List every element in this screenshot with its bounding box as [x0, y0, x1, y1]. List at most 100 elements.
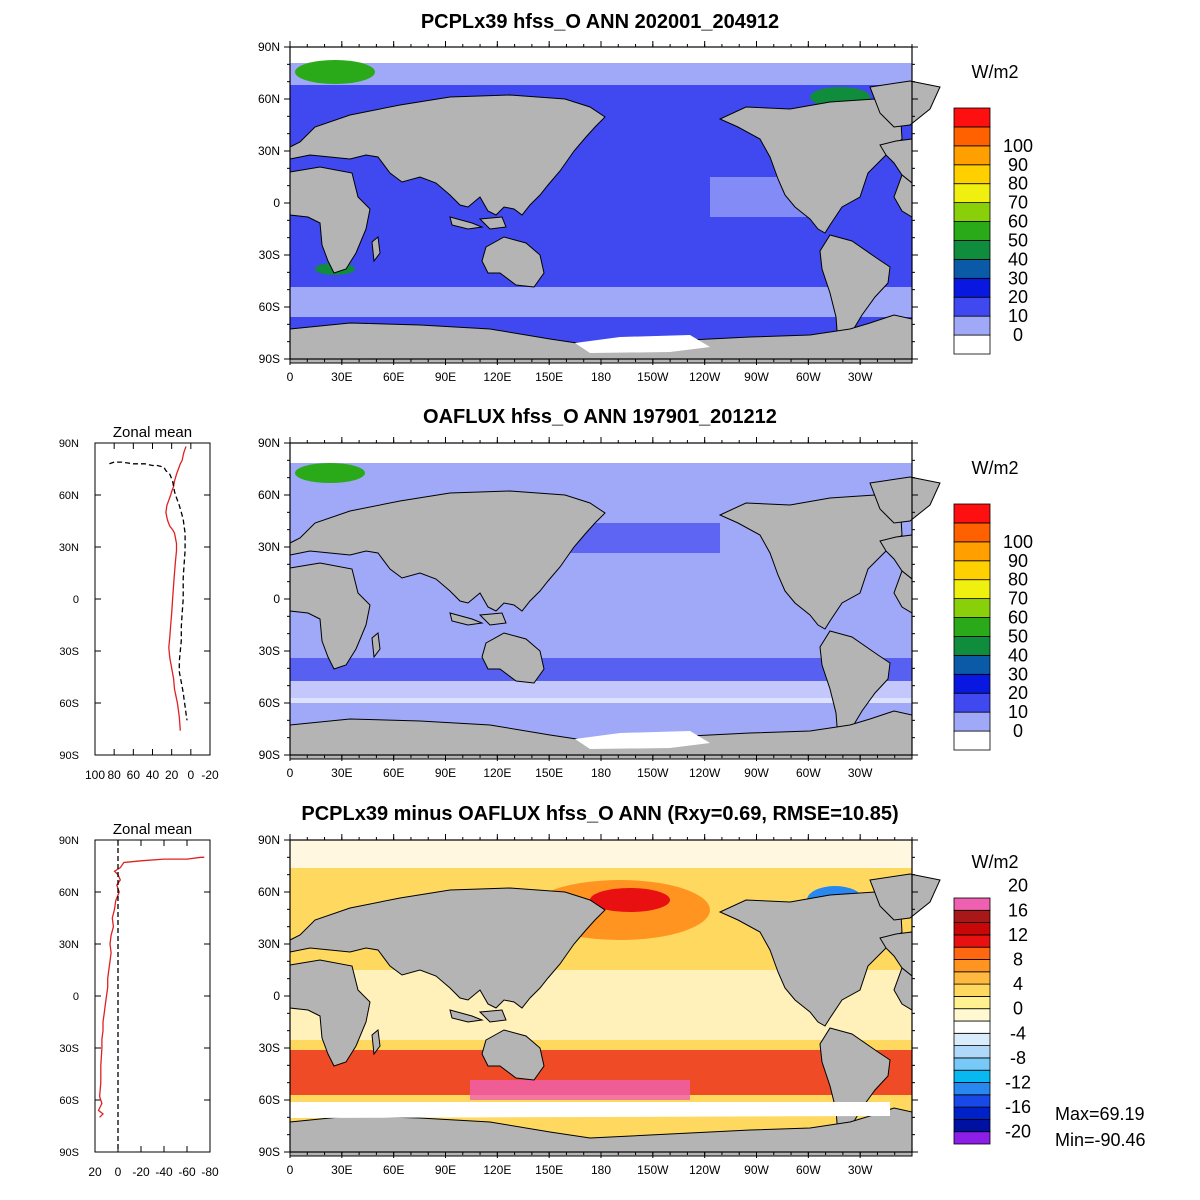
colorbar-box — [953, 1069, 991, 1083]
zonal-x-label: -60 — [178, 1165, 196, 1179]
colorbar-label: -12 — [1005, 1073, 1031, 1093]
lon-tick-label: 30E — [331, 1163, 352, 1177]
southern-band — [290, 287, 912, 317]
colorbar-box — [953, 996, 991, 1010]
lon-tick-label: 30E — [331, 766, 352, 780]
colorbar-box — [953, 296, 991, 317]
barents-hotspot — [295, 60, 375, 84]
lat-tick-label: 90S — [259, 1145, 280, 1159]
zonal-mean-frame — [94, 442, 211, 756]
lon-tick-label: 0 — [287, 1163, 294, 1177]
map-plot — [289, 839, 941, 1157]
zonal-x-label: 20 — [88, 1165, 102, 1179]
lon-tick-label: 30W — [848, 766, 873, 780]
colorbar-box — [953, 258, 991, 279]
colorbar-label: 60 — [1008, 608, 1028, 628]
colorbar-label: -16 — [1005, 1097, 1031, 1117]
polar-band — [290, 47, 912, 67]
colorbar-box — [953, 636, 991, 656]
lon-tick-label: 150W — [637, 370, 669, 384]
antarctic-ice — [575, 731, 710, 749]
antarctic-ice — [575, 335, 710, 353]
colorbar-label: 40 — [1008, 249, 1028, 269]
colorbar-box — [953, 946, 991, 960]
lon-tick-label: 150E — [535, 766, 563, 780]
colorbar-label: 20 — [1008, 683, 1028, 703]
zonal-lat-label: 90S — [59, 750, 79, 762]
zonal-x-label: 0 — [187, 768, 194, 782]
zonal-lat-label: 30S — [59, 1043, 79, 1055]
zonal-x-label: 40 — [146, 768, 160, 782]
zonal-mean-title: Zonal mean — [113, 424, 192, 441]
lon-tick-label: 0 — [287, 370, 294, 384]
lon-tick-label: 90E — [435, 370, 456, 384]
colorbar-box — [953, 522, 991, 543]
stat-max: Max=69.19 — [1055, 1104, 1145, 1124]
colorbar-box — [953, 922, 991, 936]
zonal-mean-line — [97, 856, 205, 1118]
colorbar-box — [953, 617, 991, 637]
colorbar-box — [953, 541, 991, 562]
colorbar-box — [953, 1032, 991, 1047]
colorbar-label: 10 — [1008, 306, 1028, 326]
colorbar-box — [953, 1020, 991, 1034]
colorbar-label: 100 — [1003, 136, 1033, 156]
zonal-lat-label: 90N — [59, 835, 79, 847]
colorbar-label: -8 — [1010, 1048, 1026, 1068]
colorbar-box — [953, 983, 991, 997]
colorbar-box — [953, 579, 991, 600]
barents-hotspot — [295, 463, 365, 483]
colorbar-box — [953, 673, 991, 694]
zonal-mean-line — [109, 461, 188, 721]
lat-tick-label: 60N — [258, 488, 280, 502]
colorbar-label: 20 — [1008, 876, 1028, 896]
colorbar-box — [953, 1106, 991, 1120]
colorbar-label: 70 — [1008, 193, 1028, 213]
zonal-lat-label: 60N — [59, 490, 79, 502]
colorbar-label: 0 — [1013, 999, 1023, 1019]
zonal-x-label: 20 — [165, 768, 179, 782]
lat-tick-label: 90N — [258, 833, 280, 847]
colorbar-box — [953, 1131, 991, 1145]
colorbar-box — [953, 897, 991, 911]
colorbar-box — [953, 145, 991, 166]
north-pacific-red — [590, 888, 670, 912]
lon-tick-label: 120E — [483, 766, 511, 780]
lon-tick-label: 30W — [848, 370, 873, 384]
colorbar-label: 4 — [1013, 974, 1023, 994]
units-label: W/m2 — [972, 852, 1019, 872]
lat-tick-label: 60S — [259, 696, 280, 710]
lon-tick-label: 60E — [383, 1163, 404, 1177]
zonal-lat-label: 90S — [59, 1147, 79, 1159]
zonal-x-label: 0 — [115, 1165, 122, 1179]
colorbar-label: 90 — [1008, 551, 1028, 571]
colorbar-box — [953, 107, 991, 128]
panel-title: PCPLx39 minus OAFLUX hfss_O ANN (Rxy=0.6… — [301, 803, 898, 825]
colorbar-box — [953, 1082, 991, 1096]
southern-white — [290, 681, 912, 703]
lon-tick-label: 120E — [483, 370, 511, 384]
colorbar-box — [953, 202, 991, 222]
lon-tick-label: 60W — [796, 370, 821, 384]
panel-title: PCPLx39 hfss_O ANN 202001_204912 — [421, 11, 779, 33]
colorbar-label: 90 — [1008, 155, 1028, 175]
polar-band — [290, 443, 912, 463]
colorbar-label: 70 — [1008, 589, 1028, 609]
lat-tick-label: 30N — [258, 937, 280, 951]
panel-diff: PCPLx39 minus OAFLUX hfss_O ANN (Rxy=0.6… — [289, 803, 941, 1157]
colorbar-box — [953, 909, 991, 923]
lat-tick-label: 90N — [258, 40, 280, 54]
lon-tick-label: 60E — [383, 370, 404, 384]
colorbar-box — [953, 277, 991, 298]
lat-tick-label: 30S — [259, 1041, 280, 1055]
colorbar-box — [953, 1057, 991, 1071]
colorbar-label: 40 — [1008, 645, 1028, 665]
lon-tick-label: 90E — [435, 1163, 456, 1177]
colorbar-box — [953, 164, 991, 185]
colorbar-box — [953, 654, 991, 675]
colorbar-box — [953, 560, 991, 581]
lon-tick-label: 120E — [483, 1163, 511, 1177]
colorbar-box — [953, 126, 991, 147]
lon-tick-label: 90W — [744, 766, 769, 780]
lon-tick-label: 150W — [637, 766, 669, 780]
